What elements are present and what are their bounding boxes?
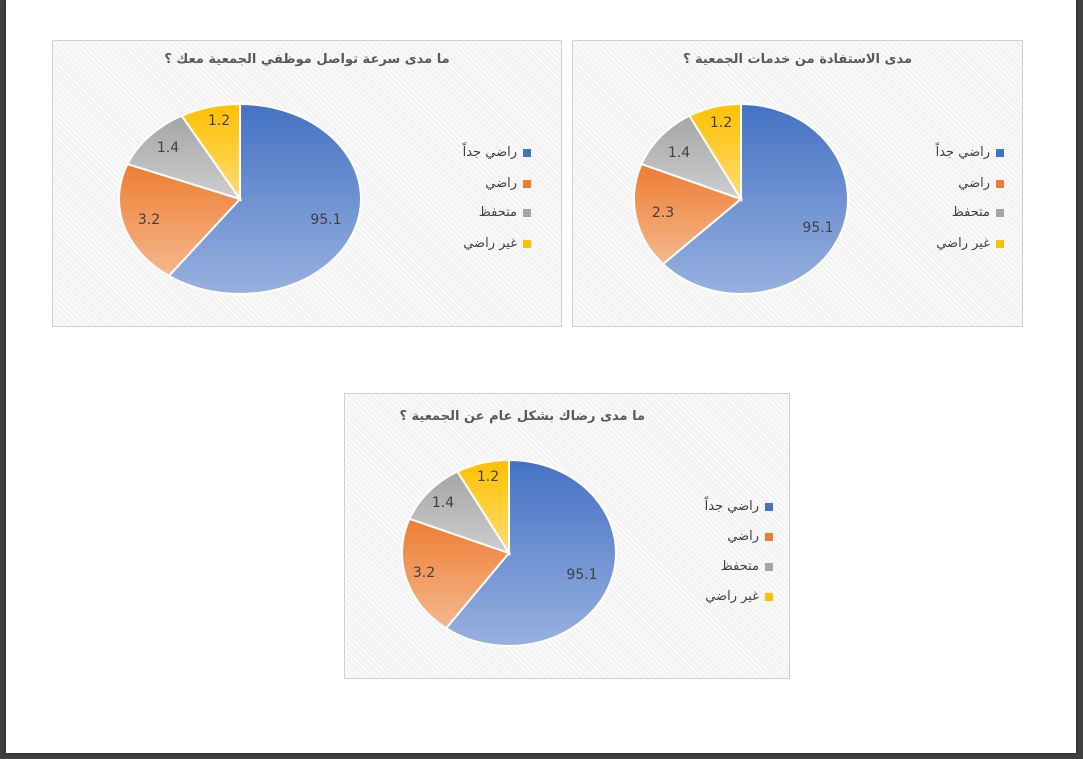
slice-label-unsatisfied: 1.2	[477, 469, 499, 485]
slice-label-very-satisfied: 95.1	[802, 220, 833, 236]
legend-item-satisfied: راضي	[485, 176, 531, 191]
pie-slice-satisfied	[118, 162, 242, 278]
legend-item-unsatisfied: غير راضي	[705, 589, 773, 604]
pie-chart: 95.1 2.3 1.4 1.2	[633, 102, 849, 295]
pie-slice-very-satisfied	[444, 458, 617, 647]
pie-chart: 95.1 3.2 1.4 1.2	[401, 458, 617, 647]
legend-label: راضي	[958, 176, 990, 191]
slice-label-unsatisfied: 1.2	[208, 113, 230, 129]
pie-slice-very-satisfied	[167, 102, 362, 295]
pie-slice-very-satisfied	[661, 102, 849, 295]
legend-swatch	[765, 532, 773, 541]
legend-label: راضي	[485, 176, 517, 191]
legend-label: راضي	[727, 529, 759, 544]
pie-slice-unsatisfied	[456, 458, 510, 557]
slice-label-neutral: 1.4	[668, 145, 690, 161]
legend-swatch	[996, 148, 1004, 157]
legend-swatch	[996, 208, 1004, 217]
slice-label-neutral: 1.4	[157, 140, 179, 156]
legend-swatch	[523, 208, 531, 217]
slice-label-very-satisfied: 95.1	[566, 567, 597, 583]
slice-label-unsatisfied: 1.2	[710, 115, 732, 131]
legend-swatch	[996, 239, 1004, 248]
slice-label-satisfied: 2.3	[652, 205, 674, 221]
legend-swatch	[996, 179, 1004, 188]
legend-item-very-satisfied: راضي جداً	[705, 499, 773, 514]
pie-slice-neutral	[126, 114, 243, 201]
slice-label-very-satisfied: 95.1	[310, 212, 341, 228]
slice-label-neutral: 1.4	[432, 495, 454, 511]
legend-label: غير راضي	[463, 236, 517, 251]
legend-item-satisfied: راضي	[958, 176, 1004, 191]
chart-communication-speed: ما مدى سرعة تواصل موظفي الجمعية معك ؟ 95…	[52, 40, 562, 327]
legend-swatch	[765, 562, 773, 571]
legend-item-neutral: متحفظ	[721, 559, 773, 574]
chart-services-benefit: مدى الاستفادة من خدمات الجمعية ؟ 95.1 2.3…	[572, 40, 1023, 327]
legend-label: غير راضي	[705, 589, 759, 604]
legend-swatch	[523, 179, 531, 188]
legend-label: راضي جداً	[935, 145, 990, 160]
pie-slice-satisfied	[401, 517, 511, 630]
legend-label: راضي جداً	[704, 499, 759, 514]
legend-label: متحفظ	[951, 205, 990, 220]
chart-overall-satisfaction: ما مدى رضاك بشكل عام عن الجمعية ؟ 95.1 3.…	[344, 393, 790, 679]
legend-label: متحفظ	[478, 205, 517, 220]
legend-label: غير راضي	[936, 236, 990, 251]
pie-slice-unsatisfied	[688, 102, 742, 203]
legend-item-neutral: متحفظ	[952, 205, 1004, 220]
pie-slice-satisfied	[633, 162, 743, 266]
pie-slice-neutral	[408, 470, 512, 555]
legend-label: راضي جداً	[462, 145, 517, 160]
legend-item-very-satisfied: راضي جداً	[936, 145, 1004, 160]
chart-title: مدى الاستفادة من خدمات الجمعية ؟	[682, 52, 913, 67]
document-page: ما مدى سرعة تواصل موظفي الجمعية معك ؟ 95…	[6, 0, 1076, 753]
legend-item-satisfied: راضي	[727, 529, 773, 544]
pie-slice-neutral	[640, 114, 744, 201]
pie-slice-unsatisfied	[180, 102, 241, 203]
pie-chart: 95.1 3.2 1.4 1.2	[118, 102, 362, 295]
legend-swatch	[523, 239, 531, 248]
legend-item-very-satisfied: راضي جداً	[463, 145, 531, 160]
legend-swatch	[765, 592, 773, 601]
legend-item-neutral: متحفظ	[479, 205, 531, 220]
legend-item-unsatisfied: غير راضي	[463, 236, 531, 251]
slice-label-satisfied: 3.2	[413, 565, 435, 581]
legend-swatch	[765, 502, 773, 511]
slice-label-satisfied: 3.2	[138, 212, 160, 228]
legend-swatch	[523, 148, 531, 157]
legend-label: متحفظ	[720, 559, 759, 574]
legend-item-unsatisfied: غير راضي	[936, 236, 1004, 251]
chart-title: ما مدى سرعة تواصل موظفي الجمعية معك ؟	[164, 52, 450, 67]
chart-title: ما مدى رضاك بشكل عام عن الجمعية ؟	[399, 409, 645, 424]
